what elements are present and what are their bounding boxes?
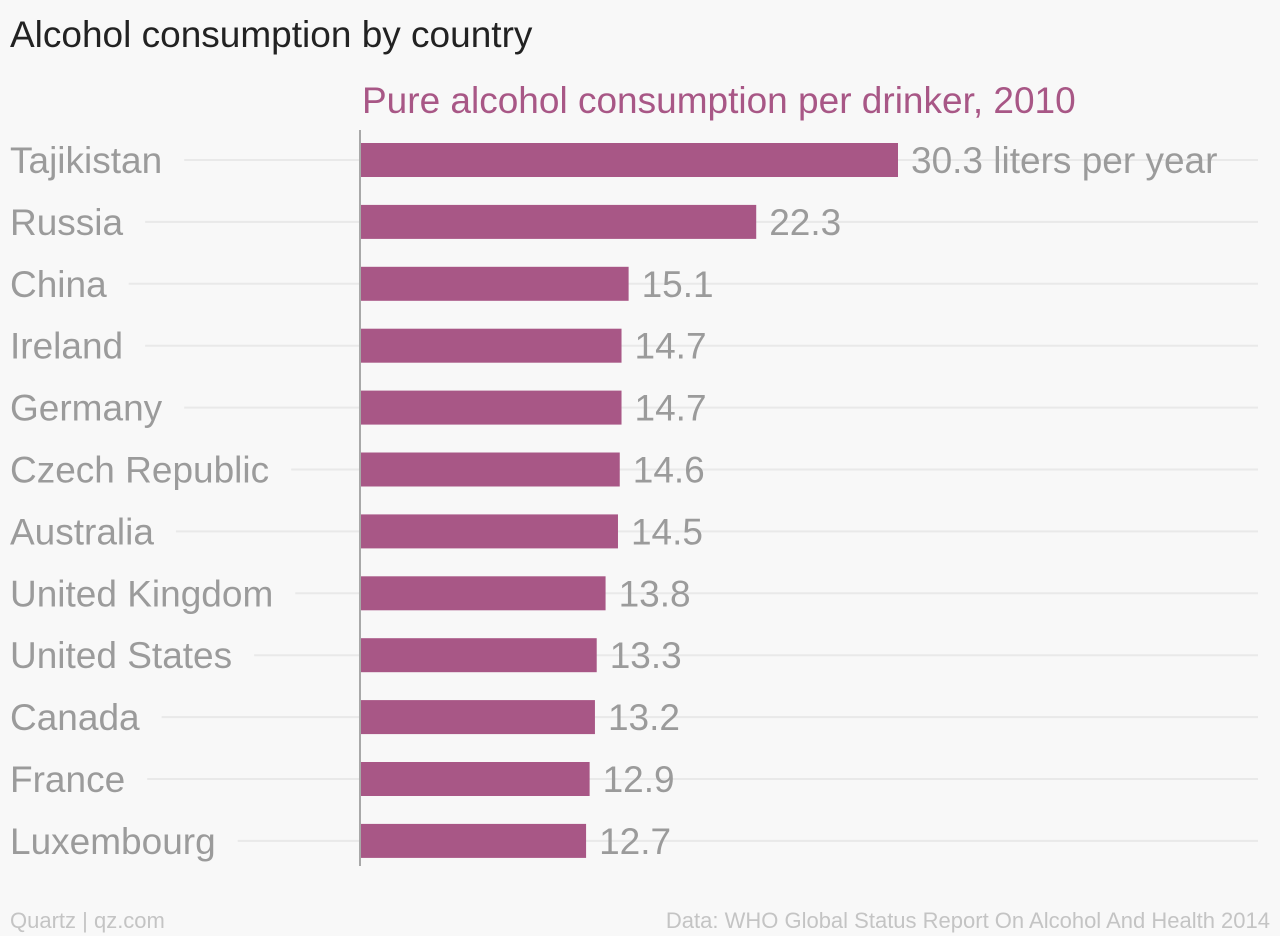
series-title: Pure alcohol consumption per drinker, 20… bbox=[362, 80, 1076, 121]
category-label: France bbox=[10, 759, 125, 800]
footer-credit: Quartz | qz.com bbox=[10, 908, 165, 933]
category-label: Czech Republic bbox=[10, 450, 269, 491]
value-label: 13.2 bbox=[608, 697, 680, 738]
bar bbox=[361, 576, 606, 611]
category-label: Ireland bbox=[10, 326, 123, 367]
value-label: 14.5 bbox=[631, 511, 703, 552]
category-label: Russia bbox=[10, 202, 124, 243]
value-label: 22.3 bbox=[769, 202, 841, 243]
category-label: Canada bbox=[10, 697, 140, 738]
value-label: 14.7 bbox=[635, 326, 707, 367]
bar bbox=[361, 328, 622, 363]
bar bbox=[361, 390, 622, 425]
category-label: Germany bbox=[10, 388, 163, 429]
category-label: United Kingdom bbox=[10, 573, 273, 614]
category-label: Luxembourg bbox=[10, 821, 216, 862]
bar bbox=[361, 204, 757, 239]
bar bbox=[361, 762, 590, 796]
value-label: 15.1 bbox=[642, 264, 714, 305]
category-label: China bbox=[10, 264, 107, 305]
category-label: Australia bbox=[10, 511, 154, 552]
bar bbox=[361, 266, 629, 301]
value-label: 14.6 bbox=[633, 450, 705, 491]
category-label: Tajikistan bbox=[10, 140, 162, 181]
footer-source: Data: WHO Global Status Report On Alcoho… bbox=[665, 908, 1270, 933]
category-label: United States bbox=[10, 635, 232, 676]
bar bbox=[361, 823, 587, 858]
bar bbox=[361, 452, 620, 487]
value-label: 12.9 bbox=[603, 759, 675, 800]
bar bbox=[361, 143, 898, 177]
value-label: 30.3 liters per year bbox=[911, 140, 1217, 181]
value-label: 12.7 bbox=[599, 821, 671, 862]
value-label: 14.7 bbox=[635, 388, 707, 429]
value-label: 13.3 bbox=[610, 635, 682, 676]
bar bbox=[361, 638, 597, 673]
bar bbox=[361, 700, 595, 735]
chart-title: Alcohol consumption by country bbox=[10, 14, 533, 55]
value-label: 13.8 bbox=[619, 573, 691, 614]
bar bbox=[361, 514, 618, 549]
